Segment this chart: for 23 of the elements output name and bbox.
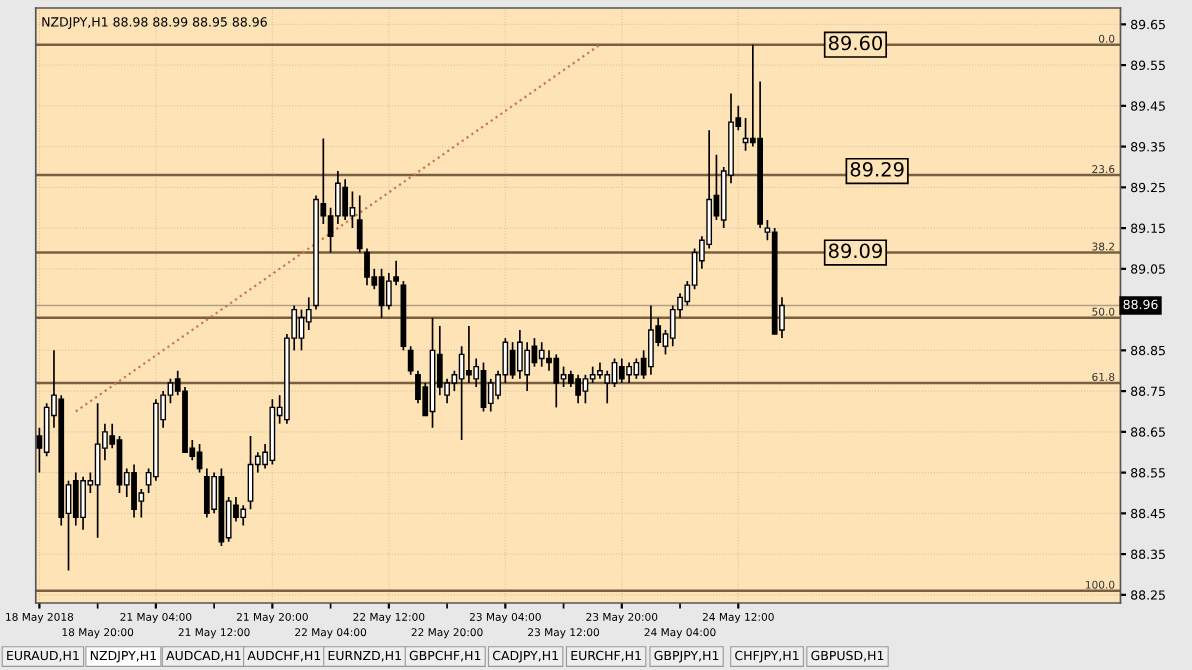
candlestick [575, 373, 581, 405]
candlestick [560, 365, 567, 388]
annotation: 89.60 [828, 35, 882, 51]
candlestick [604, 369, 611, 405]
candlestick [72, 471, 79, 527]
annotation: 89.09 [828, 243, 882, 259]
candlestick [538, 341, 545, 368]
candlestick [648, 304, 654, 376]
annotation: 89.29 [850, 161, 904, 177]
candlestick [466, 325, 472, 384]
candlestick [582, 373, 589, 405]
candlestick [626, 361, 632, 384]
candlestick [618, 357, 625, 384]
candlestick [349, 190, 356, 229]
candlestick [80, 475, 86, 531]
candlestick [553, 353, 560, 409]
candlestick [487, 378, 494, 413]
candlestick [342, 178, 349, 221]
candlestick [240, 504, 247, 527]
candlestick [203, 467, 210, 519]
candlestick [633, 357, 640, 380]
candlestick [94, 402, 101, 539]
candlestick [131, 463, 137, 519]
